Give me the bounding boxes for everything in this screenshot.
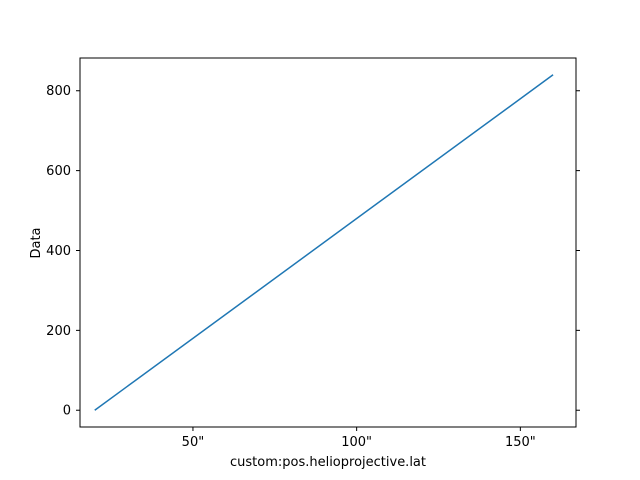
plot-area bbox=[80, 58, 576, 427]
x-tick-label: 100" bbox=[341, 435, 372, 450]
series-line-0 bbox=[94, 74, 554, 411]
y-tick-label: 400 bbox=[46, 244, 71, 259]
x-axis-ticks: 50" 100" 150" bbox=[182, 427, 536, 450]
y-tick-label: 200 bbox=[46, 324, 71, 339]
y-tick-label: 800 bbox=[46, 84, 71, 99]
x-axis-label: custom:pos.helioprojective.lat bbox=[230, 455, 426, 470]
y-tick-label: 0 bbox=[63, 404, 71, 419]
y-axis-label: Data bbox=[29, 227, 44, 258]
x-tick-label: 50" bbox=[182, 435, 205, 450]
y-axis-ticks: 0 200 400 600 800 bbox=[46, 84, 580, 419]
y-tick-label: 600 bbox=[46, 164, 71, 179]
series-layer bbox=[94, 74, 554, 411]
x-tick-label: 150" bbox=[505, 435, 536, 450]
plot-frame bbox=[79, 57, 577, 428]
